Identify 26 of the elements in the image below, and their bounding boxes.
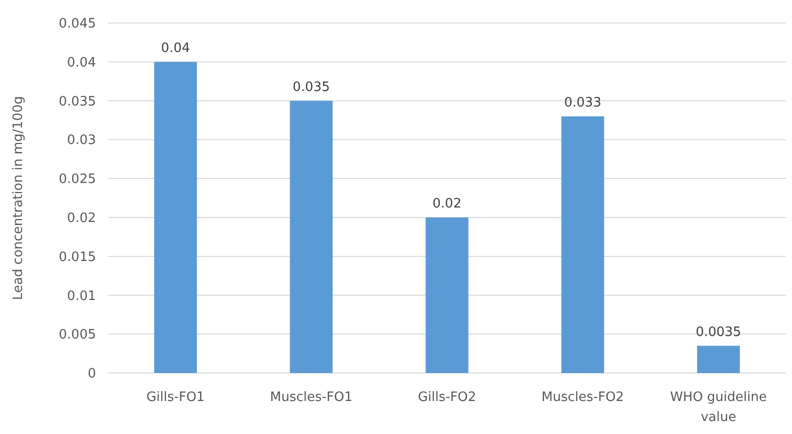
data-label: 0.0035 — [696, 324, 742, 340]
y-tick-label: 0.025 — [58, 172, 96, 188]
x-tick-label: WHO guideline value — [670, 390, 767, 425]
y-tick-label: 0.005 — [58, 328, 96, 343]
x-tick-label: Muscles-FO2 — [542, 390, 624, 405]
y-tick-label: 0.015 — [58, 250, 96, 265]
bar — [561, 116, 604, 373]
y-axis-title: Lead concentration in mg/100g — [11, 96, 26, 300]
data-label: 0.04 — [161, 40, 190, 56]
y-tick-label: 0.045 — [58, 16, 96, 32]
y-tick-label: 0.03 — [67, 133, 96, 148]
data-label: 0.035 — [292, 80, 330, 95]
bar — [426, 217, 468, 373]
bar — [697, 346, 740, 373]
bar — [154, 62, 197, 373]
bar — [290, 100, 333, 373]
y-tick-label: 0.04 — [67, 55, 96, 70]
x-tick-label: Gills-FO1 — [146, 390, 205, 405]
x-tick-label: Gills-FO2 — [418, 390, 476, 405]
y-tick-label: 0.035 — [58, 94, 96, 110]
y-tick-label: 0.01 — [67, 288, 96, 304]
data-label: 0.033 — [564, 95, 602, 110]
data-label: 0.02 — [432, 196, 462, 212]
y-tick-label: 0 — [88, 366, 96, 382]
x-tick-label: Muscles-FO1 — [270, 390, 352, 405]
y-tick-label: 0.02 — [67, 210, 96, 226]
